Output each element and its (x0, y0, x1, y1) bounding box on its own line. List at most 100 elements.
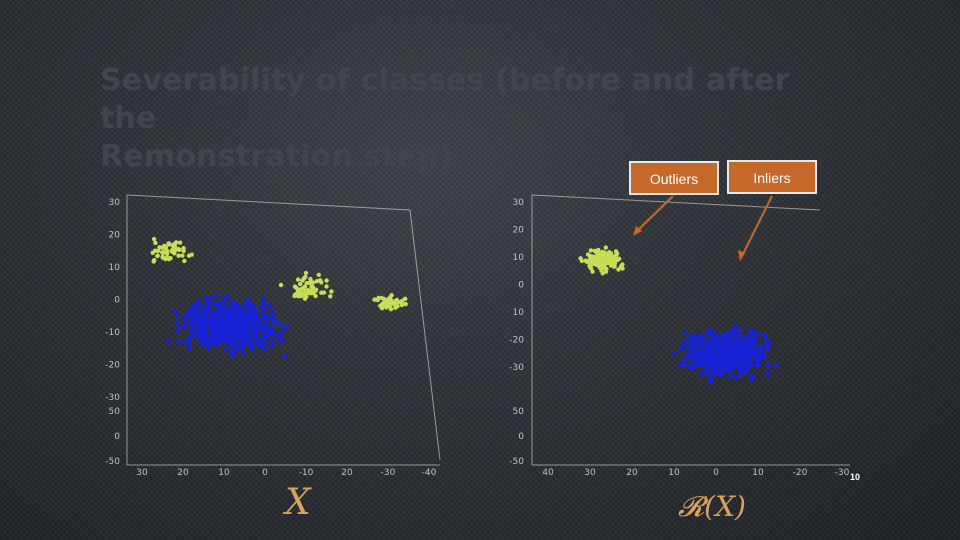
inliers-point (711, 356, 717, 361)
outliers-point (176, 246, 181, 252)
inliers-point (213, 311, 219, 317)
inliers-point (726, 335, 731, 341)
slide-title-line2: Remonstration step) (100, 139, 453, 174)
inliers-point (758, 348, 764, 354)
inliers-point (756, 352, 762, 358)
inliers-point (239, 310, 245, 315)
inliers-point (739, 350, 745, 356)
inliers-point (699, 342, 705, 348)
inliers-point (270, 309, 276, 315)
inliers-point (739, 334, 745, 339)
inliers-point (715, 370, 721, 376)
inliers-point (714, 342, 719, 348)
inliers-point (763, 340, 769, 345)
inliers-point (212, 326, 218, 332)
inliers-point (187, 321, 192, 327)
outliers-point (603, 269, 609, 274)
inliers-point (196, 303, 201, 309)
inliers-point (265, 333, 270, 339)
inliers-point (252, 341, 258, 347)
inliers-point (214, 316, 220, 321)
outliers-point (294, 285, 299, 290)
outliers-point (602, 262, 607, 267)
outliers-point (164, 248, 170, 254)
inliers-point (690, 346, 695, 352)
inliers-point (224, 338, 229, 344)
inliers-point (765, 372, 771, 377)
outliers-callout: Outliers (629, 161, 719, 195)
inliers-point (712, 367, 718, 373)
y-tick-label: -20 (105, 361, 120, 371)
inliers-point (715, 336, 721, 342)
outliers-point (588, 248, 594, 253)
inliers-point (681, 362, 687, 368)
inliers-point (701, 353, 706, 358)
outliers-point (588, 259, 594, 265)
outliers-point (157, 245, 162, 250)
y-tick-label: 10 (513, 253, 525, 263)
inliers-point (166, 338, 172, 344)
right-chart-axes (531, 194, 850, 466)
inliers-point (725, 351, 730, 357)
inliers-point (218, 309, 224, 314)
outliers-point (313, 293, 318, 299)
outliers-point (310, 285, 316, 290)
outliers-point (608, 261, 613, 267)
inliers-callout: Inliers (727, 160, 817, 194)
inliers-point (728, 367, 734, 372)
outliers-point (300, 278, 305, 283)
inliers-point (230, 335, 235, 340)
outliers-point (301, 286, 306, 291)
inliers-point (263, 329, 269, 335)
inliers-point (706, 326, 712, 332)
z-tick-label: 0 (518, 432, 524, 442)
inliers-point (693, 358, 698, 363)
inliers-point (733, 323, 739, 329)
inliers-point (203, 316, 208, 321)
inliers-point (186, 336, 191, 342)
inliers-point (696, 347, 702, 353)
outliers-point (303, 270, 309, 276)
inliers-point (222, 315, 228, 321)
x-tick-label: 20 (177, 468, 189, 478)
outliers-point (379, 295, 384, 301)
inliers-point (739, 363, 744, 369)
outliers-point (166, 242, 172, 247)
inliers-point (678, 362, 684, 368)
inliers-point (197, 299, 203, 304)
inliers-point (239, 335, 245, 341)
inliers-point (193, 308, 198, 313)
outliers-point (594, 250, 600, 255)
inliers-point (235, 321, 241, 327)
outliers-point (590, 269, 595, 274)
inliers-point (231, 347, 236, 353)
outliers-point (386, 296, 392, 302)
inliers-point (270, 316, 276, 322)
inliers-point (245, 335, 251, 341)
inliers-point (253, 331, 259, 337)
inliers-point (210, 340, 216, 345)
inliers-point (218, 314, 223, 319)
inliers-point (223, 332, 229, 337)
inliers-point (728, 354, 734, 360)
x-tick-label: 20 (341, 468, 353, 478)
inliers-point (724, 345, 730, 351)
y-tick-label: 30 (513, 198, 525, 208)
inliers-point (194, 327, 200, 333)
inliers-point (704, 343, 709, 348)
outliers-point (151, 236, 157, 242)
inliers-point (261, 296, 267, 302)
outliers-point (168, 256, 173, 261)
outliers-point (598, 257, 603, 262)
inliers-point (271, 340, 277, 345)
x-tick-label: 30 (584, 468, 596, 478)
inliers-point (251, 311, 257, 317)
y-tick-label: 10 (109, 263, 121, 273)
inliers-point (752, 332, 758, 338)
inliers-point (243, 331, 249, 337)
inliers-point (691, 350, 696, 356)
inliers-point (243, 305, 249, 311)
z-tick-label: -50 (509, 457, 524, 467)
inliers-point (175, 328, 181, 334)
x-tick-label: 0 (713, 468, 719, 478)
